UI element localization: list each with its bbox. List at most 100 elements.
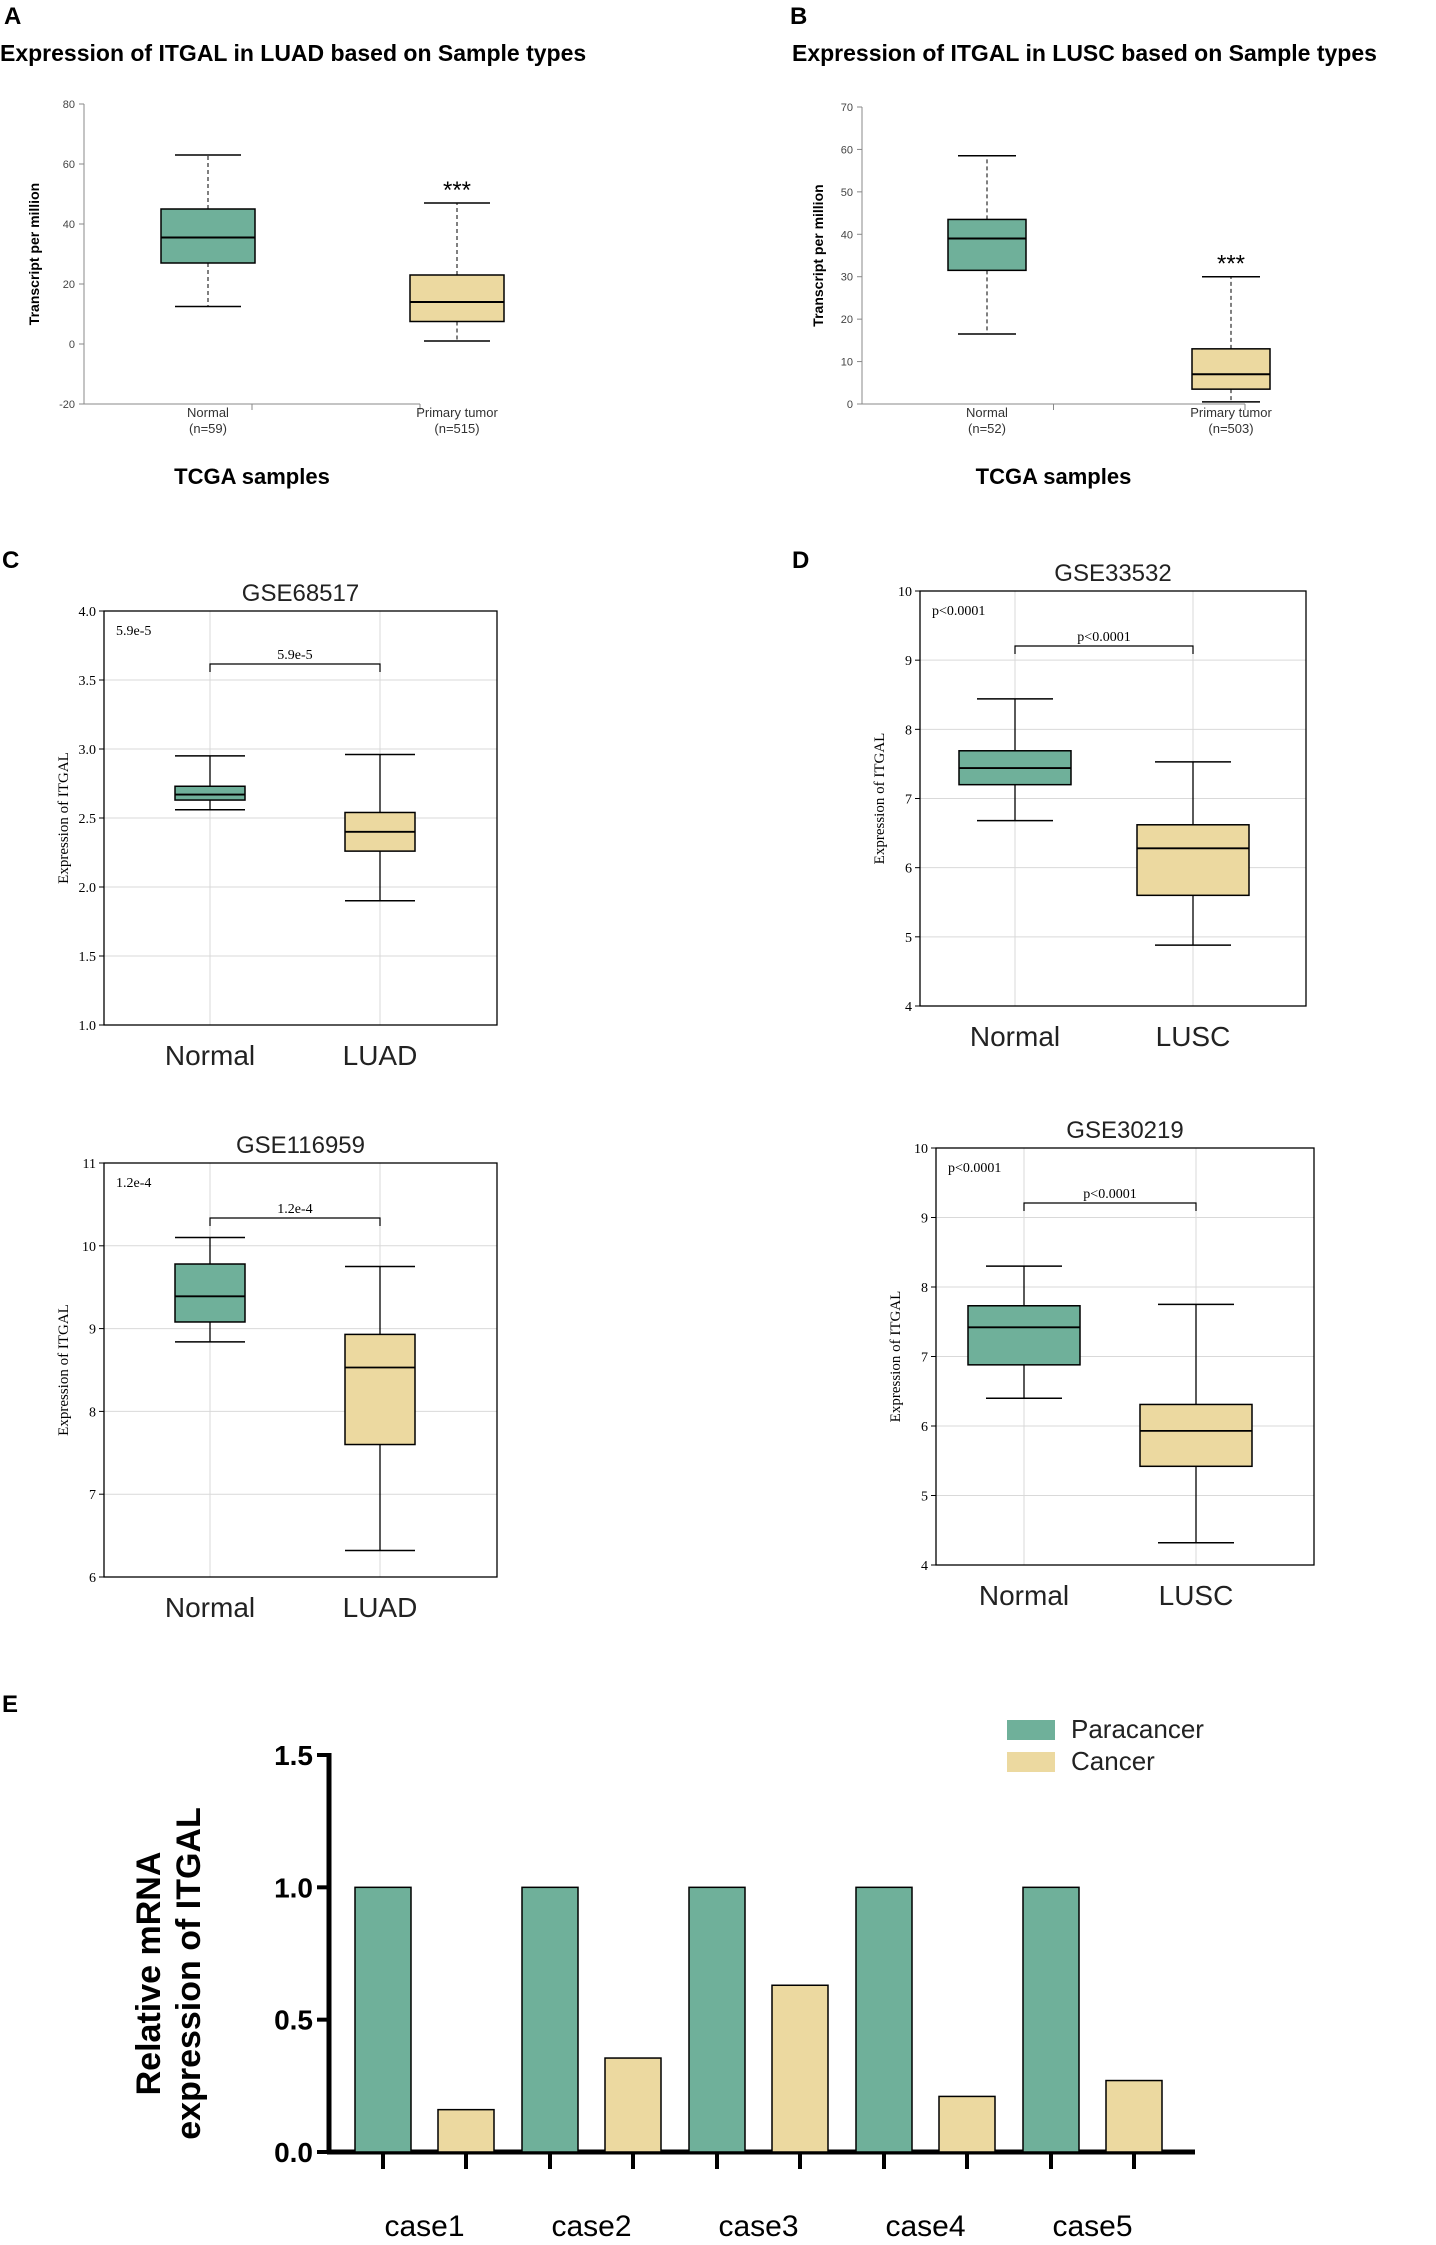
x-group-label: Normal — [165, 1592, 255, 1623]
chart-d-gse33532: GSE33532 4 5 6 7 8 9 10 Expression of ITGAL p<0.0… — [872, 560, 1307, 1052]
y-tick-label: 30 — [841, 272, 853, 284]
x-category-label: case3 — [718, 2210, 798, 2243]
y-tick-label: 60 — [841, 144, 853, 156]
box-normal — [967, 1305, 1081, 1366]
x-group-label: Primary tumor — [416, 405, 498, 420]
bar-paracancer-case2 — [521, 1886, 579, 2153]
chart-e-relative-mrna-bars: 0.0 0.5 1.0 1.5 Relative mRNA expression of I… — [130, 1714, 1204, 2243]
y-tick-label: 60 — [63, 159, 75, 171]
chart-d-gse30219: GSE30219 4 5 6 7 8 9 10 Expression of ITGAL p<0.0… — [888, 1117, 1315, 1611]
bar-cancer-case3 — [771, 1984, 829, 2153]
y-tick-label: 80 — [63, 99, 75, 111]
x-group-label: Normal — [979, 1580, 1069, 1611]
y-tick-label: 1.0 — [274, 1872, 313, 1903]
legend-swatch-cancer — [1007, 1752, 1055, 1772]
box-normal — [174, 785, 246, 801]
x-group-label: Normal — [165, 1040, 255, 1071]
x-category-label: case1 — [384, 2210, 464, 2243]
y-axis-label: Expression of ITGAL — [872, 733, 888, 865]
y-tick-label: 3.0 — [79, 743, 97, 758]
y-tick-label: 40 — [63, 219, 75, 231]
legend-swatch-paracancer — [1007, 1720, 1055, 1740]
y-axis-label: Transcript per million — [810, 184, 826, 326]
y-tick-label: 2.5 — [79, 812, 97, 827]
y-tick-label: 10 — [841, 357, 853, 369]
x-group-count: (n=503) — [1208, 421, 1253, 436]
x-group-label: LUSC — [1156, 1021, 1231, 1052]
panel-label-c: C — [2, 547, 19, 574]
chart-title: GSE68517 — [242, 580, 359, 607]
box-normal — [160, 208, 256, 264]
box-primary-tumor — [1191, 348, 1271, 390]
box-primary-tumor — [409, 274, 505, 323]
panel-label-a: A — [4, 3, 21, 30]
y-tick-label: 8 — [921, 1281, 928, 1296]
y-tick-label: 8 — [89, 1405, 96, 1420]
x-axis-label: TCGA samples — [174, 464, 330, 489]
bar-cancer-case1 — [437, 2108, 495, 2153]
x-category-label: case4 — [885, 2210, 965, 2243]
chart-title: GSE30219 — [1066, 1117, 1183, 1144]
y-tick-label: 7 — [89, 1488, 96, 1503]
y-tick-label: 0 — [847, 399, 853, 411]
legend-label-cancer: Cancer — [1071, 1746, 1155, 1776]
p-value-annotation: p<0.0001 — [932, 604, 985, 619]
y-tick-label: 1.5 — [274, 1740, 313, 1771]
x-group-label: Normal — [187, 405, 229, 420]
y-tick-label: 4.0 — [79, 605, 97, 620]
x-group-count: (n=515) — [434, 421, 479, 436]
bracket-label: p<0.0001 — [1083, 1187, 1136, 1202]
y-axis-label: Expression of ITGAL — [56, 1304, 72, 1436]
y-tick-label: 9 — [89, 1323, 96, 1338]
y-axis-label: Expression of ITGAL — [888, 1291, 904, 1423]
y-axis-label: Transcript per million — [26, 183, 42, 325]
y-tick-label: 40 — [841, 229, 853, 241]
y-axis-label-line: Relative mRNA — [130, 1852, 168, 2096]
box-lusc — [1136, 824, 1250, 897]
x-group-label: LUAD — [343, 1040, 418, 1071]
chart-c-gse116959: GSE116959 6 7 8 9 10 11 Expression of ITGAL 1.2e… — [56, 1132, 498, 1623]
y-tick-label: 20 — [63, 279, 75, 291]
y-tick-label: 4 — [905, 1000, 912, 1015]
y-tick-label: 8 — [905, 723, 912, 738]
y-tick-label: 9 — [921, 1212, 928, 1227]
panel-b-title: Expression of ITGAL in LUSC based on Sam… — [792, 40, 1377, 66]
bracket-label: 1.2e-4 — [277, 1202, 312, 1217]
y-tick-label: 7 — [905, 793, 912, 808]
y-tick-label: 0.5 — [274, 2005, 313, 2036]
box-lusc — [1139, 1403, 1253, 1468]
x-category-label: case2 — [551, 2210, 631, 2243]
significance-stars: *** — [1217, 251, 1245, 278]
bar-paracancer-case4 — [855, 1886, 913, 2153]
y-tick-label: 1.5 — [79, 950, 97, 965]
y-tick-label: 3.5 — [79, 674, 97, 689]
panel-label-d: D — [792, 547, 809, 574]
y-tick-label: 5 — [921, 1490, 928, 1505]
bracket-label: 5.9e-5 — [277, 648, 312, 663]
y-tick-label: -20 — [59, 399, 75, 411]
x-category-label: case5 — [1052, 2210, 1132, 2243]
chart-b-tcga-lusc: 0 10 20 30 40 50 60 70 Transcript per million TCG… — [810, 102, 1272, 489]
y-axis-label: Expression of ITGAL — [56, 752, 72, 884]
y-tick-label: 10 — [898, 585, 912, 600]
y-tick-label: 2.0 — [79, 881, 97, 896]
p-value-annotation: p<0.0001 — [948, 1161, 1001, 1176]
chart-a-tcga-luad: -20 0 20 40 60 80 Transcript per million TCGA s… — [26, 99, 505, 489]
chart-title: GSE116959 — [236, 1132, 365, 1159]
y-tick-label: 0 — [69, 339, 75, 351]
chart-title: GSE33532 — [1054, 560, 1171, 587]
x-group-label: Normal — [966, 405, 1008, 420]
panel-label-e: E — [2, 1691, 18, 1718]
y-tick-label: 20 — [841, 314, 853, 326]
p-value-annotation: 1.2e-4 — [116, 1176, 151, 1191]
p-value-annotation: 5.9e-5 — [116, 624, 151, 639]
bar-cancer-case2 — [604, 2057, 662, 2153]
y-tick-label: 70 — [841, 102, 853, 114]
y-tick-label: 6 — [921, 1420, 928, 1435]
plot-frame — [103, 610, 498, 1026]
box-normal — [174, 1263, 246, 1323]
comparison-bracket — [1023, 1202, 1197, 1211]
significance-stars: *** — [443, 177, 471, 204]
y-tick-label: 10 — [82, 1240, 96, 1255]
